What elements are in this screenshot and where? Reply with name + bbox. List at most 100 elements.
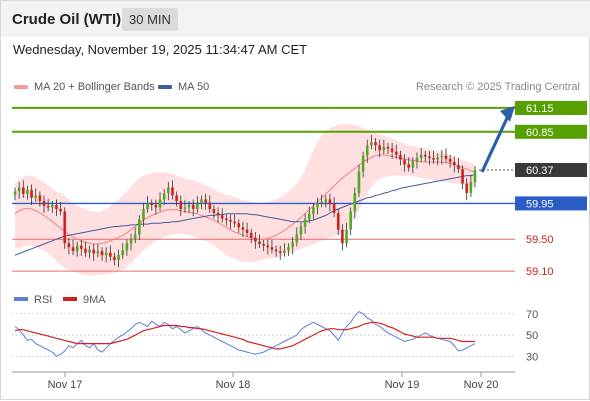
level-label-60.85: 60.85	[526, 127, 554, 139]
level-tag-61.15	[515, 100, 587, 115]
level-label-59.50: 59.50	[526, 234, 554, 246]
candle-body	[436, 157, 440, 160]
candle-body	[187, 205, 191, 208]
rsi-ma-legend-label: 9MA	[83, 294, 106, 306]
candle-body	[332, 204, 336, 213]
candle-body	[440, 155, 444, 158]
projection-arrow-head	[500, 105, 515, 122]
candle-body	[59, 208, 62, 212]
candle-body	[92, 249, 96, 254]
bollinger-band-area	[15, 123, 475, 276]
candle-body	[361, 155, 365, 172]
candle-body	[295, 234, 299, 243]
candle-body	[312, 207, 315, 214]
candle-body	[158, 199, 162, 208]
instrument-title: Crude Oil (WTI)	[12, 11, 122, 28]
candle-body	[345, 229, 348, 244]
candle-body	[419, 154, 423, 159]
level-label-61.15: 61.15	[526, 103, 554, 115]
candle-body	[473, 170, 477, 182]
candle-body	[80, 245, 83, 249]
candle-body	[365, 145, 369, 156]
candle-body	[63, 211, 67, 244]
level-label-59.95: 59.95	[526, 198, 554, 210]
rsi-ma-legend-swatch	[63, 297, 77, 301]
candle-body	[55, 205, 58, 209]
candle-body	[67, 243, 71, 248]
candle-body	[274, 249, 278, 252]
candle-body	[432, 158, 435, 160]
candle-body	[212, 208, 216, 213]
candle-body	[428, 156, 431, 159]
ma50-swatch	[158, 85, 172, 89]
candle-body	[291, 242, 294, 248]
candle-body	[204, 199, 207, 203]
candle-body	[394, 151, 398, 155]
candle-body	[75, 245, 79, 252]
candle-body	[26, 189, 29, 194]
candle-body	[175, 195, 178, 202]
candle-body	[299, 226, 303, 235]
legend-ma50-label: MA 50	[178, 81, 210, 93]
candle-body	[117, 255, 120, 260]
rsi-line	[14, 310, 476, 358]
candle-body	[341, 229, 344, 244]
candle-body	[84, 248, 87, 253]
candle-body	[21, 187, 25, 194]
candle-body	[13, 191, 17, 195]
candle-body	[133, 234, 137, 240]
candle-body	[225, 218, 228, 221]
candle-body	[146, 203, 149, 209]
candle-body	[71, 247, 75, 252]
candle-body	[162, 193, 166, 200]
candle-body	[374, 142, 377, 146]
candle-body	[109, 252, 112, 257]
candle-body	[465, 183, 469, 194]
rsi-level-label-70: 70	[526, 309, 538, 321]
candle-body	[349, 211, 352, 230]
candle-body	[200, 199, 203, 204]
ma20-line	[14, 154, 476, 245]
candle-body	[34, 195, 38, 198]
candle-body	[461, 169, 464, 184]
candle-body	[167, 187, 170, 194]
candle-body	[208, 202, 212, 209]
ma50-line	[14, 174, 476, 256]
candle-body	[30, 189, 33, 198]
candle-body	[258, 241, 261, 245]
level-tag-59.95	[515, 196, 587, 211]
candle-body	[469, 181, 473, 194]
rsi-ma-line	[14, 321, 475, 350]
candle-body	[407, 164, 410, 168]
rsi-level-label-30: 30	[526, 351, 538, 363]
candle-body	[100, 251, 104, 256]
timeframe-button[interactable]: 30 MIN	[122, 8, 178, 31]
rsi-level-label-50: 50	[526, 330, 538, 342]
candle-body	[50, 205, 54, 208]
legend-ma50: MA 50	[158, 81, 209, 93]
x-tick-label-nov-19: Nov 19	[385, 379, 420, 391]
candle-body	[229, 220, 232, 222]
header-bar: Crude Oil (WTI) 30 MIN	[1, 1, 590, 37]
candle-body	[104, 252, 108, 256]
legend-ma20: MA 20 + Bollinger Bands	[14, 81, 155, 93]
candle-body	[196, 203, 199, 209]
level-label-59.10: 59.10	[526, 266, 554, 278]
candle-body	[183, 207, 187, 209]
candle-body	[220, 215, 224, 219]
candle-body	[237, 223, 241, 228]
candle-body	[42, 201, 46, 206]
candle-body	[287, 247, 290, 251]
candle-body	[88, 249, 91, 253]
candle-body	[233, 221, 236, 224]
candle-body	[113, 256, 116, 260]
candle-body	[191, 205, 195, 209]
candle-body	[423, 154, 427, 157]
candle-body	[399, 154, 402, 160]
candle-body	[411, 161, 415, 168]
candle-body	[254, 237, 257, 242]
candle-body	[307, 213, 311, 220]
candle-body	[129, 239, 133, 244]
candle-body	[353, 193, 357, 212]
